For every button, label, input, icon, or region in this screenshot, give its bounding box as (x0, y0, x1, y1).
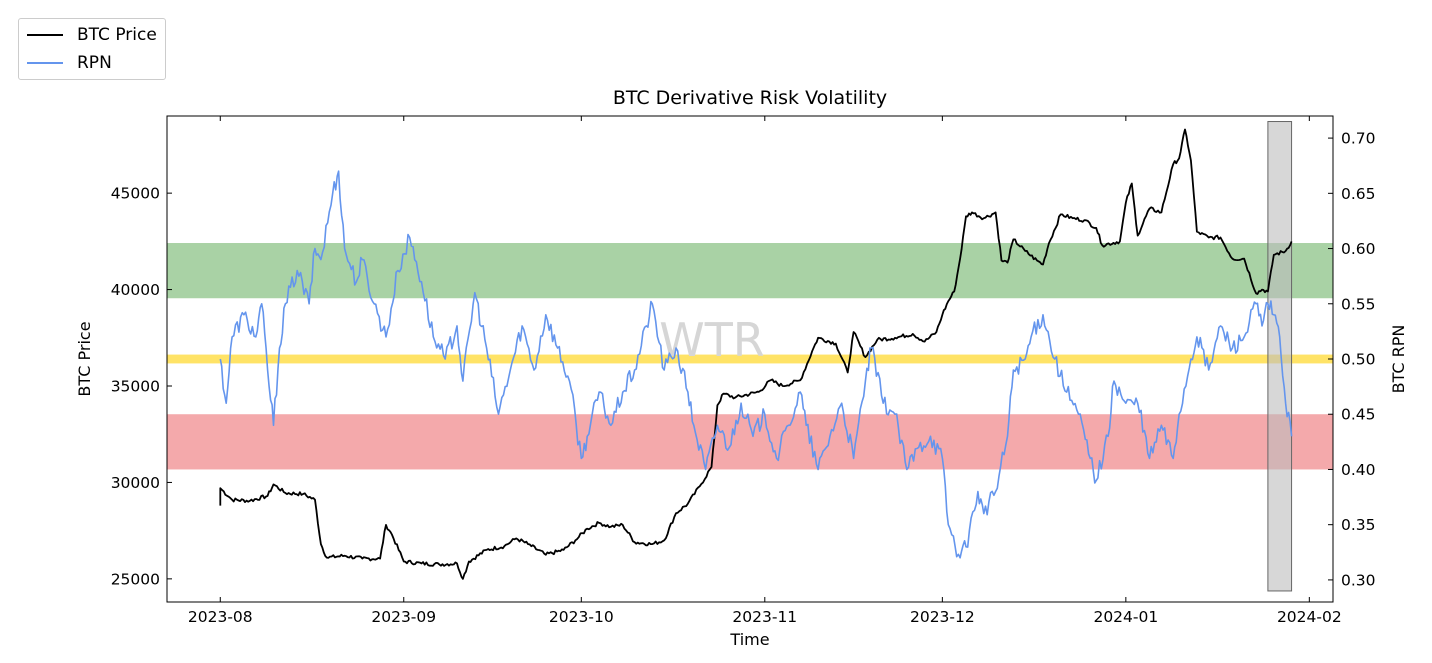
legend-swatch-rpn (27, 62, 63, 64)
y2-tick-label: 0.30 (1341, 571, 1376, 589)
y2-tick-label: 0.40 (1341, 461, 1376, 479)
series-line-btc-price (219, 128, 1293, 580)
y2-tick-label: 0.65 (1341, 185, 1376, 203)
band-high-zone (167, 243, 1333, 299)
x-tick-label: 2023-10 (549, 608, 614, 626)
y2-tick-label: 0.70 (1341, 130, 1376, 148)
y2-tick-label: 0.50 (1341, 351, 1376, 369)
x-tick-label: 2023-08 (188, 608, 253, 626)
y-tick-label: 35000 (111, 378, 160, 396)
y2-tick-label: 0.60 (1341, 240, 1376, 258)
legend-label-rpn: RPN (77, 53, 112, 73)
legend-label-btc-price: BTC Price (77, 25, 157, 45)
series-line-rpn (219, 170, 1293, 559)
y-tick-label: 25000 (111, 570, 160, 588)
axes-layer: 2023-08 2023-09 2023-10 2023-11 2023-12 2024-… (111, 116, 1376, 626)
legend-item-btc-price: BTC Price (27, 25, 157, 45)
legend: BTC Price RPN (18, 18, 166, 80)
y-axis-label: BTC Price (75, 321, 94, 396)
x-tick-label: 2023-12 (910, 608, 975, 626)
legend-item-rpn: RPN (27, 53, 112, 73)
x-tick-label: 2023-09 (371, 608, 436, 626)
x-axis-label: Time (729, 630, 769, 649)
legend-swatch-btc-price (27, 34, 63, 36)
watermark: WTR (659, 313, 765, 367)
x-tick-label: 2024-02 (1277, 608, 1342, 626)
y-tick-label: 40000 (111, 281, 160, 299)
band-mid-line (167, 354, 1333, 364)
x-tick-label: 2023-11 (732, 608, 797, 626)
y2-tick-label: 0.35 (1341, 516, 1376, 534)
y2-axis-label: BTC RPN (1389, 325, 1408, 394)
series-layer (219, 128, 1293, 580)
y2-tick-label: 0.45 (1341, 406, 1376, 424)
y2-tick-label: 0.55 (1341, 295, 1376, 313)
chart-title: BTC Derivative Risk Volatility (613, 87, 887, 109)
x-tick-label: 2024-01 (1093, 608, 1158, 626)
highlight-window (1267, 121, 1293, 592)
y-tick-label: 45000 (111, 185, 160, 203)
y-tick-label: 30000 (111, 474, 160, 492)
